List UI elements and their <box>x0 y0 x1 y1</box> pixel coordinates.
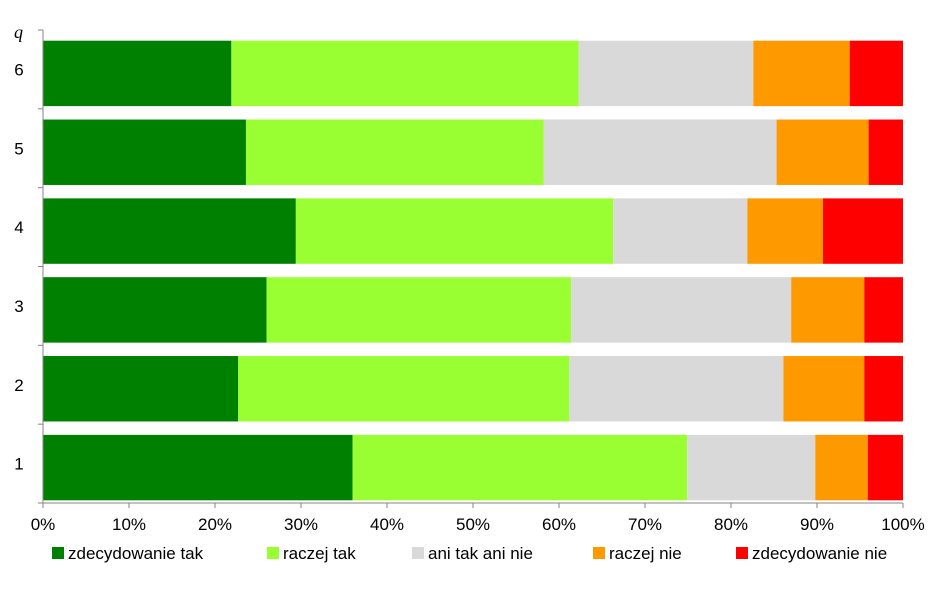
bars-layer <box>43 40 903 501</box>
bar-q5-series-5 <box>868 119 903 185</box>
bar-q4-series-4 <box>747 198 824 264</box>
bar-q5-series-3 <box>543 119 777 185</box>
bar-q5-series-2 <box>245 119 544 185</box>
bar-q2-series-4 <box>783 356 865 422</box>
bar-q1-series-2 <box>352 434 688 501</box>
bar-q4-series-2 <box>295 198 614 264</box>
legend-label: raczej tak <box>283 544 356 563</box>
legend-swatch <box>736 547 748 559</box>
bar-q2-series-2 <box>238 356 570 422</box>
bar-q2-series-1 <box>43 356 239 422</box>
legend-label: raczej nie <box>609 544 682 563</box>
y-axis-title: q <box>14 22 23 42</box>
bar-q2-series-3 <box>569 356 784 422</box>
x-tick-label-40pct: 40% <box>370 515 404 534</box>
x-tick-label-10pct: 10% <box>112 515 146 534</box>
legend-swatch <box>267 547 279 559</box>
bar-q4-series-1 <box>43 198 296 264</box>
legend-swatch <box>593 547 605 559</box>
bar-q2-series-5 <box>864 356 903 422</box>
x-tick-label-50pct: 50% <box>456 515 490 534</box>
bar-q4-series-5 <box>823 198 903 264</box>
x-tick-label-90pct: 90% <box>800 515 834 534</box>
bar-q6-series-5 <box>849 40 903 107</box>
y-tick-label-4: 4 <box>14 218 23 237</box>
y-tick-label-6: 6 <box>14 60 23 79</box>
x-tick-label-20pct: 20% <box>198 515 232 534</box>
x-tick-label-70pct: 70% <box>628 515 662 534</box>
x-tick-label-60pct: 60% <box>542 515 576 534</box>
bar-q6-series-2 <box>231 40 579 107</box>
y-tick-label-1: 1 <box>14 455 23 474</box>
bar-q3-series-5 <box>864 277 903 343</box>
bar-q3-series-1 <box>43 277 267 343</box>
axes-layer: 1 2 3 4 5 6 q 0% 10% 20% 30% 40% 50% 60% 70% 80% 90% 100% <box>14 22 925 534</box>
legend-item-3: ani tak ani nie <box>412 544 533 563</box>
bar-q3-series-3 <box>571 277 792 343</box>
legend-item-2: raczej tak <box>267 544 356 563</box>
y-tick-label-5: 5 <box>14 139 23 158</box>
bar-q3-series-4 <box>791 277 865 343</box>
bar-q1-series-1 <box>43 434 353 501</box>
legend-swatch <box>52 547 64 559</box>
y-tick-label-3: 3 <box>14 297 23 316</box>
bar-q5-series-1 <box>43 119 246 185</box>
legend-label: ani tak ani nie <box>428 544 533 563</box>
x-tick-label-0pct: 0% <box>31 515 56 534</box>
legend-item-5: zdecydowanie nie <box>736 544 887 563</box>
x-tick-label-80pct: 80% <box>714 515 748 534</box>
legend-swatch <box>412 547 424 559</box>
legend-item-4: raczej nie <box>593 544 682 563</box>
y-tick-label-2: 2 <box>14 376 23 395</box>
bar-q3-series-2 <box>266 277 572 343</box>
x-tick-label-100pct: 100% <box>881 515 924 534</box>
x-tick-label-30pct: 30% <box>284 515 318 534</box>
bar-q6-series-1 <box>43 40 232 107</box>
legend-item-1: zdecydowanie tak <box>52 544 204 563</box>
bar-q1-series-4 <box>815 434 868 501</box>
legend-label: zdecydowanie nie <box>752 544 887 563</box>
legend: zdecydowanie tak raczej tak ani tak ani ni… <box>52 544 887 563</box>
bar-q6-series-4 <box>753 40 850 107</box>
bar-q5-series-4 <box>776 119 869 185</box>
bar-q4-series-3 <box>613 198 748 264</box>
bar-q1-series-3 <box>687 434 816 501</box>
legend-label: zdecydowanie tak <box>68 544 204 563</box>
bar-q6-series-3 <box>578 40 754 107</box>
bar-q1-series-5 <box>867 434 903 501</box>
